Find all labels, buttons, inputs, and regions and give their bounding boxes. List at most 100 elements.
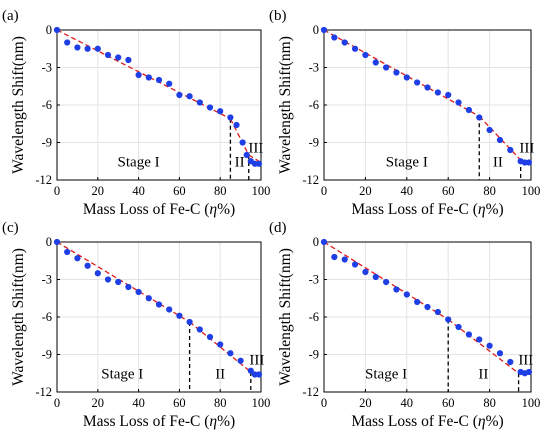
data-point: [196, 99, 203, 106]
data-point: [74, 255, 81, 262]
x-tick-label: 60: [173, 184, 186, 198]
data-point: [233, 121, 240, 129]
x-tick-label: 100: [252, 396, 271, 410]
stage-label: Stage I: [365, 366, 407, 382]
stage-label: II: [235, 154, 245, 170]
y-tick-label: 0: [313, 23, 319, 37]
data-point: [476, 336, 483, 343]
y-tick-label: -6: [309, 310, 319, 324]
y-axis-label: Wavelength Shift(nm): [277, 36, 294, 174]
data-point: [320, 26, 328, 34]
y-tick-label: -12: [302, 385, 319, 399]
data-point: [414, 298, 421, 306]
data-point: [227, 114, 234, 121]
y-axis-label: Wavelength Shift(nm): [10, 248, 27, 386]
data-point: [115, 278, 122, 286]
data-point: [125, 283, 132, 291]
x-tick-label: 100: [252, 184, 271, 198]
x-axis-label-var: η: [478, 413, 486, 430]
stage-label: III: [519, 141, 534, 157]
x-tick-label: 0: [54, 184, 60, 198]
data-point: [176, 312, 183, 319]
data-point: [393, 286, 400, 293]
panel-1: 0 20 40 60 80 100 0 -3 -6 -9 -12 Mass Loss of Fe-C …: [269, 8, 540, 218]
y-tick-label: -3: [309, 273, 319, 287]
data-point: [445, 91, 452, 99]
panel-0: 0 20 40 60 80 100 0 -3 -6 -9 -12 Mass Loss of Fe-C …: [2, 8, 270, 218]
data-point: [383, 64, 390, 71]
x-tick-label: 0: [321, 184, 327, 198]
data-point: [424, 303, 431, 311]
y-tick-label: 0: [46, 23, 52, 37]
data-point: [255, 160, 263, 167]
stage-label: III: [249, 353, 264, 369]
data-point: [383, 278, 390, 286]
data-point: [125, 56, 132, 64]
data-point: [53, 26, 61, 34]
data-point: [135, 288, 142, 296]
data-point: [155, 76, 163, 84]
y-tick-label: 0: [313, 235, 319, 249]
x-tick-label: 20: [359, 184, 372, 198]
data-point: [341, 256, 348, 263]
x-tick-label: 80: [214, 396, 227, 410]
data-point: [94, 270, 101, 277]
y-tick-label: -9: [309, 348, 319, 362]
panel-label: (b): [269, 8, 287, 24]
data-point: [476, 114, 483, 121]
x-tick-label: 40: [132, 184, 145, 198]
x-tick-label: 100: [522, 396, 541, 410]
x-tick-label: 0: [54, 396, 60, 410]
data-point: [403, 291, 410, 298]
y-axis-label: Wavelength Shift(nm): [10, 36, 27, 174]
data-point: [145, 295, 152, 302]
data-point: [196, 326, 203, 333]
stage-label: Stage I: [386, 154, 428, 170]
data-point: [239, 139, 246, 146]
data-point: [331, 34, 338, 41]
data-point: [465, 331, 472, 338]
x-axis-label-prefix: Mass Loss of Fe-C (: [351, 413, 478, 430]
data-point: [507, 358, 514, 366]
data-point: [145, 74, 152, 81]
data-point: [372, 273, 379, 281]
stage-label: III: [518, 353, 533, 369]
fit-line: [229, 118, 250, 156]
x-tick-label: 60: [442, 396, 455, 410]
x-axis-label-suffix: %): [217, 201, 235, 218]
fit-line: [323, 29, 480, 117]
data-point: [84, 45, 91, 52]
data-point: [486, 126, 493, 134]
data-point: [496, 350, 504, 357]
data-point: [155, 301, 163, 308]
y-tick-label: -6: [42, 98, 52, 112]
data-point: [414, 79, 421, 86]
stage-label: II: [215, 366, 225, 382]
x-axis-label-suffix: %): [217, 413, 235, 430]
data-point: [166, 80, 173, 87]
data-point: [465, 106, 472, 114]
x-tick-label: 40: [401, 184, 414, 198]
data-point: [362, 51, 369, 59]
y-tick-label: -9: [42, 348, 52, 362]
x-tick-label: 40: [132, 396, 145, 410]
x-tick-label: 20: [359, 396, 372, 410]
data-point: [64, 248, 71, 256]
x-axis-label: Mass Loss of Fe-C (η%): [351, 413, 503, 430]
x-axis-label-prefix: Mass Loss of Fe-C (: [83, 201, 210, 218]
data-point: [115, 54, 122, 61]
data-point: [424, 84, 431, 91]
x-axis-label: Mass Loss of Fe-C (η%): [83, 201, 235, 218]
panel-label: (d): [269, 220, 287, 236]
data-point: [247, 367, 254, 374]
panel-label: (c): [2, 220, 19, 236]
data-point: [455, 323, 462, 331]
x-axis-label-var: η: [209, 413, 217, 430]
data-point: [206, 104, 214, 111]
panel-2: 0 20 40 60 80 100 0 -3 -6 -9 -12 Mass Loss of Fe-C …: [2, 220, 270, 430]
data-point: [104, 51, 112, 59]
x-tick-label: 60: [173, 396, 186, 410]
stage-label: Stage I: [101, 366, 143, 382]
data-point: [351, 261, 359, 268]
